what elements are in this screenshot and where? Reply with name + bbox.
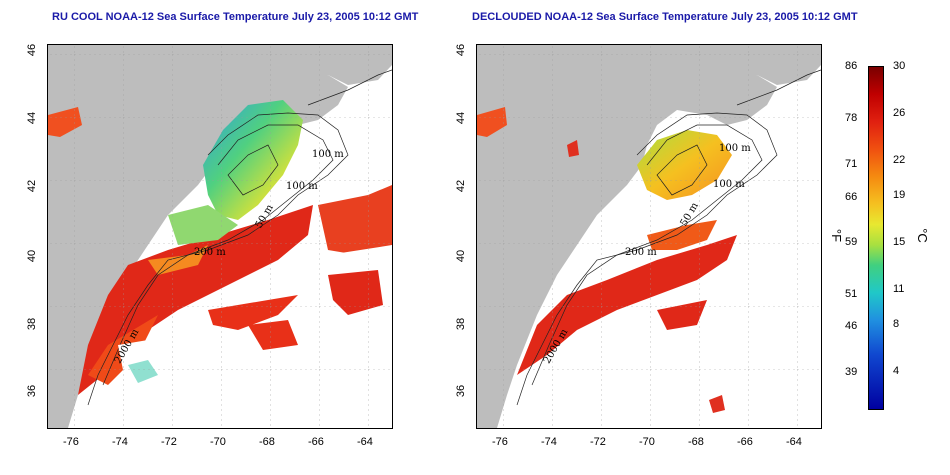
x-tick-label: -76 bbox=[492, 436, 508, 448]
x-tick-label: -74 bbox=[541, 436, 557, 448]
f-label: 59 bbox=[845, 236, 858, 248]
x-tick-label: -74 bbox=[112, 436, 128, 448]
celsius-unit: °C bbox=[914, 228, 930, 243]
f-label: 71 bbox=[845, 158, 858, 170]
c-label: 8 bbox=[893, 318, 900, 330]
right-panel-title: DECLOUDED NOAA-12 Sea Surface Temperatur… bbox=[472, 11, 858, 23]
y-tick-label: 44 bbox=[26, 111, 38, 125]
contour-label: 100 m bbox=[713, 179, 745, 190]
x-tick-label: -64 bbox=[786, 436, 802, 448]
left-sst-image bbox=[48, 45, 392, 428]
temperature-colorbar bbox=[868, 66, 884, 410]
c-label: 26 bbox=[893, 107, 906, 119]
f-label: 39 bbox=[845, 366, 858, 378]
x-tick-label: -66 bbox=[308, 436, 324, 448]
y-tick-label: 42 bbox=[26, 179, 38, 193]
y-tick-label: 40 bbox=[26, 249, 38, 263]
c-label: 15 bbox=[893, 236, 906, 248]
y-tick-label: 44 bbox=[455, 111, 467, 125]
y-tick-label: 36 bbox=[26, 384, 38, 398]
left-panel-title: RU COOL NOAA-12 Sea Surface Temperature … bbox=[52, 11, 419, 23]
x-tick-label: -72 bbox=[161, 436, 177, 448]
y-tick-label: 36 bbox=[455, 384, 467, 398]
c-label: 22 bbox=[893, 154, 906, 166]
right-sst-map: 100 m 100 m 50 m 200 m 2000 m bbox=[476, 44, 822, 429]
x-tick-label: -76 bbox=[63, 436, 79, 448]
y-tick-label: 38 bbox=[26, 317, 38, 331]
f-label: 66 bbox=[845, 191, 858, 203]
y-tick-label: 46 bbox=[26, 43, 38, 57]
y-tick-label: 40 bbox=[455, 249, 467, 263]
x-tick-label: -64 bbox=[357, 436, 373, 448]
contour-label: 200 m bbox=[194, 247, 226, 258]
f-label: 46 bbox=[845, 320, 858, 332]
x-tick-label: -70 bbox=[210, 436, 226, 448]
x-tick-label: -66 bbox=[737, 436, 753, 448]
right-sst-image bbox=[477, 45, 821, 428]
c-label: 19 bbox=[893, 189, 906, 201]
fahrenheit-unit: °F bbox=[829, 228, 845, 243]
left-sst-map: 100 m 100 m 50 m 200 m 2000 m bbox=[47, 44, 393, 429]
y-tick-label: 42 bbox=[455, 179, 467, 193]
x-tick-label: -68 bbox=[688, 436, 704, 448]
x-tick-label: -72 bbox=[590, 436, 606, 448]
f-label: 78 bbox=[845, 112, 858, 124]
y-tick-label: 38 bbox=[455, 317, 467, 331]
contour-label: 100 m bbox=[719, 143, 751, 154]
y-tick-label: 46 bbox=[455, 43, 467, 57]
f-label: 86 bbox=[845, 60, 858, 72]
c-label: 11 bbox=[893, 283, 905, 295]
x-tick-label: -68 bbox=[259, 436, 275, 448]
contour-label: 100 m bbox=[312, 149, 344, 160]
f-label: 51 bbox=[845, 288, 858, 300]
x-tick-label: -70 bbox=[639, 436, 655, 448]
c-label: 4 bbox=[893, 365, 900, 377]
contour-label: 100 m bbox=[286, 181, 318, 192]
c-label: 30 bbox=[893, 60, 906, 72]
contour-label: 200 m bbox=[625, 247, 657, 258]
